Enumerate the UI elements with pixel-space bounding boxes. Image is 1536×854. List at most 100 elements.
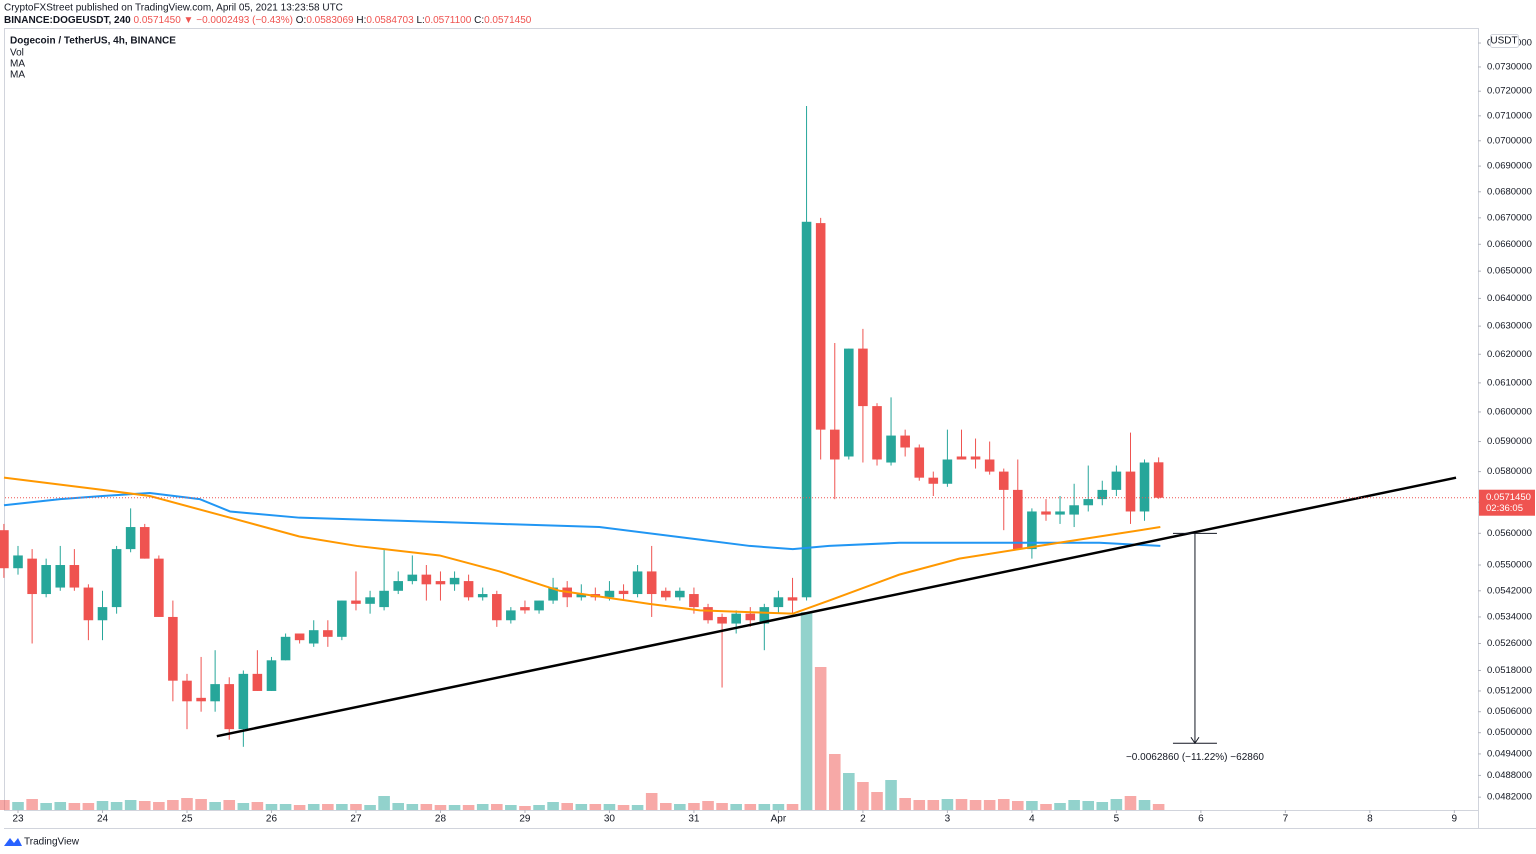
brand: TradingView	[4, 837, 80, 848]
candle-body	[506, 610, 516, 621]
y-tick-label: 0.0512000	[1487, 685, 1532, 696]
y-tick-label: 0.0506000	[1487, 706, 1532, 717]
candle-body	[266, 660, 277, 691]
candle-body	[646, 571, 657, 595]
currency: USDT	[1490, 36, 1517, 47]
candle-body	[41, 565, 51, 595]
candle-body	[844, 348, 854, 457]
candle-body	[210, 684, 220, 702]
candle-body	[351, 600, 361, 604]
candle-body	[1012, 489, 1023, 550]
volume-bar	[1138, 800, 1151, 810]
volume-bar	[744, 804, 757, 810]
candle-body	[97, 607, 108, 621]
volume-bar	[322, 804, 334, 810]
candle-body	[548, 587, 558, 601]
candle-body	[745, 613, 756, 621]
y-tick-label: 0.0640000	[1487, 293, 1532, 304]
candle-body	[759, 607, 770, 624]
volume-bar	[0, 800, 10, 810]
y-tick-label: 0.0526000	[1487, 638, 1532, 649]
volume-bar	[955, 799, 968, 810]
volume-bar	[1054, 803, 1066, 810]
y-tick-label: 0.0600000	[1487, 406, 1532, 417]
volume-bar	[12, 802, 24, 810]
volume-bar	[54, 802, 67, 810]
ohlc-key: C:	[474, 15, 484, 26]
x-tick-label: 2	[860, 814, 866, 825]
candle-body	[252, 673, 263, 691]
candle-body	[942, 459, 953, 484]
volume-bar	[392, 803, 405, 810]
y-tick-label: 0.0650000	[1487, 266, 1532, 277]
volume-bar	[645, 793, 658, 810]
y-tick-label: 0.0710000	[1487, 110, 1532, 121]
symbol-line: BINANCE:DOGEUSDT, 240 0.0571450 ▼ −0.000…	[4, 15, 532, 26]
x-tick-label: 24	[97, 814, 109, 825]
candle-body	[111, 549, 122, 608]
candle-body	[379, 590, 389, 608]
candle-body	[1125, 471, 1136, 512]
volume-bar	[167, 800, 179, 810]
volume-bar	[885, 780, 897, 810]
candle-body	[168, 616, 178, 681]
candle-body	[717, 616, 727, 624]
candle-body	[125, 527, 136, 550]
change: ▼ −0.0002493 (−0.43%)	[184, 15, 293, 26]
ohlc-value: 0.0583069	[306, 15, 354, 26]
volume-bar	[871, 792, 883, 810]
volume-bar	[631, 805, 644, 810]
volume-bar	[110, 802, 123, 810]
candle-body	[393, 581, 404, 591]
volume-bar	[674, 804, 686, 810]
x-tick-label: 9	[1452, 814, 1458, 825]
candle-body	[238, 673, 249, 730]
volume-bar	[843, 773, 855, 810]
candle-body	[1055, 511, 1065, 515]
volume-bar	[1124, 796, 1137, 810]
y-tick-label: 0.0720000	[1487, 86, 1532, 97]
x-tick-label: 6	[1198, 814, 1204, 825]
y-tick-label: 0.0560000	[1487, 528, 1532, 539]
candle-body	[858, 348, 868, 407]
y-tick-label: 0.0700000	[1487, 135, 1532, 146]
volume-bar	[561, 803, 573, 810]
volume-bar	[434, 805, 447, 810]
y-tick-label: 0.0690000	[1487, 161, 1532, 172]
brand-logo	[4, 838, 22, 846]
candle-body	[27, 558, 37, 595]
candle-body	[534, 600, 544, 611]
volume-bar	[702, 801, 714, 810]
volume-bar	[181, 798, 193, 810]
candle-body	[787, 597, 798, 601]
ohlc-key: O:	[296, 15, 307, 26]
publisher: CryptoFXStreet published on TradingView.…	[4, 3, 343, 14]
volume-bar	[857, 782, 869, 810]
x-tick-label: 7	[1283, 814, 1289, 825]
candle-body	[815, 223, 826, 430]
candle-body	[435, 581, 446, 585]
candle-body	[196, 697, 206, 702]
volume-bar	[758, 804, 771, 810]
currency-badge	[1490, 34, 1519, 48]
volume-bar	[589, 804, 602, 810]
volume-bar	[237, 803, 250, 810]
y-tick-label: 0.0500000	[1487, 727, 1532, 738]
ohlc-key: L:	[416, 15, 424, 26]
volume-bar	[828, 754, 841, 810]
volume-bar	[1068, 800, 1080, 810]
candle-body	[492, 594, 502, 621]
candle-body	[365, 597, 375, 604]
candle-body	[900, 435, 910, 448]
candle-body	[294, 633, 305, 641]
volume-bar	[265, 804, 278, 810]
volume-bar	[364, 805, 376, 810]
candle-body	[337, 600, 347, 637]
candle-body	[632, 571, 643, 595]
y-tick-label: 0.0580000	[1487, 466, 1532, 477]
volume-bar	[26, 799, 38, 810]
volume-bar	[1152, 804, 1165, 810]
volume-bar	[138, 801, 151, 810]
volume-bar	[1082, 801, 1095, 810]
